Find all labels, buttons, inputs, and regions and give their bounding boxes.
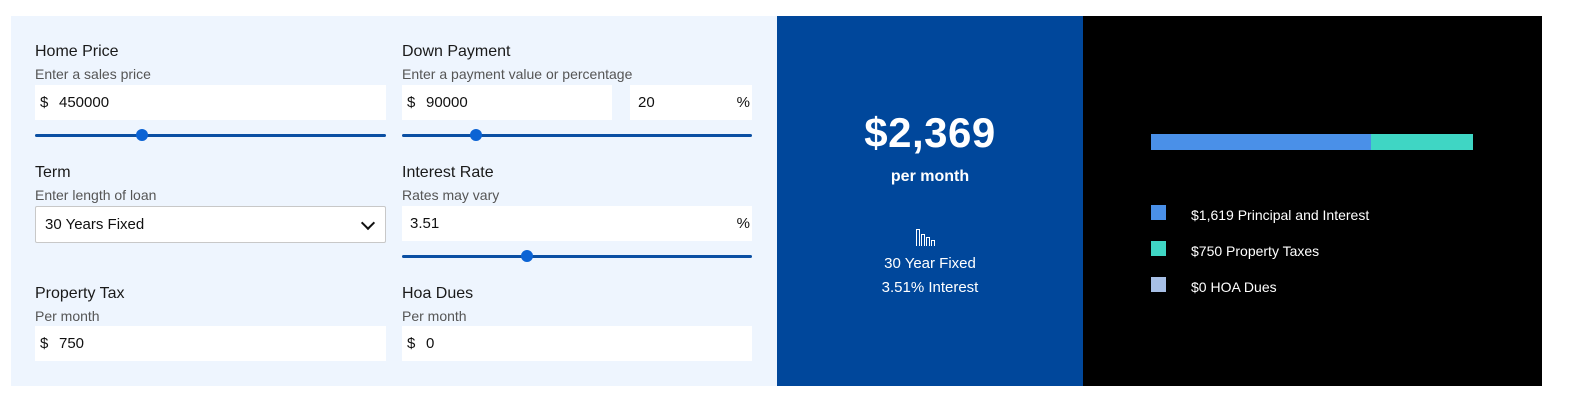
interest-rate-label: Interest Rate [402,164,494,181]
property-tax-label: Property Tax [35,285,125,302]
legend-item: $1,619 Principal and Interest [1151,197,1369,233]
monthly-payment-amount: $2,369 [864,109,996,156]
property-tax-hint: Per month [35,308,100,324]
property-tax-value: 750 [59,335,85,352]
interest-rate-slider[interactable] [402,249,752,263]
home-price-label: Home Price [35,43,119,60]
interest-rate-field: Interest Rate Rates may vary [402,164,499,203]
loan-interest: 3.51% Interest [881,279,979,296]
legend-item: $0 HOA Dues [1151,269,1369,305]
home-price-value: 450000 [59,94,110,111]
hoa-dues-input[interactable]: $ 0 [402,326,752,361]
breakdown-bar-segment [1151,134,1372,150]
slider-track [402,134,752,137]
down-payment-percent-input[interactable]: 20 % [630,85,752,120]
currency-prefix: $ [407,94,416,111]
percent-suffix: % [736,215,750,232]
home-price-slider[interactable] [35,128,386,142]
legend-swatch [1151,204,1166,220]
interest-rate-hint: Rates may vary [402,187,500,203]
term-select[interactable]: 30 Years Fixed [35,206,386,243]
currency-prefix: $ [40,94,49,111]
slider-thumb[interactable] [136,129,149,141]
breakdown-legend: $1,619 Principal and Interest $750 Proper… [1151,197,1369,305]
down-payment-label: Down Payment [402,43,511,60]
hoa-dues-hint: Per month [402,308,467,324]
property-tax-input[interactable]: $ 750 [35,326,386,361]
legend-label: $0 HOA Dues [1191,279,1277,295]
mortgage-form: Home Price Enter a sales price $ 450000 … [11,16,777,386]
bar-chart-icon [916,228,936,246]
slider-thumb[interactable] [469,129,482,141]
interest-rate-value: 3.51 [410,215,440,232]
percent-suffix: % [736,94,750,111]
down-payment-hint: Enter a payment value or percentage [402,66,633,82]
hoa-dues-field: Hoa Dues Per month [402,285,473,324]
term-field: Term Enter length of loan [35,164,156,203]
home-price-field: Home Price Enter a sales price [35,43,151,82]
down-payment-input[interactable]: $ 90000 [402,85,612,120]
down-payment-percent-value: 20 [638,94,655,111]
legend-item: $750 Property Taxes [1151,233,1369,269]
slider-thumb[interactable] [520,250,533,262]
term-label: Term [35,164,71,181]
slider-track [402,255,752,258]
legend-swatch [1151,240,1166,256]
hoa-dues-value: 0 [426,335,435,352]
payment-breakdown-bar [1151,134,1473,150]
home-price-input[interactable]: $ 450000 [35,85,386,120]
term-selected-value: 30 Years Fixed [45,216,145,233]
chevron-down-icon [360,215,376,230]
down-payment-slider[interactable] [402,128,752,142]
payment-period: per month [890,168,970,185]
payment-breakdown-panel: $1,619 Principal and Interest $750 Proper… [1083,16,1542,386]
loan-type: 30 Year Fixed [884,255,976,272]
monthly-payment-panel: $2,369 per month 30 Year Fixed 3.51% Int… [777,16,1083,386]
down-payment-value: 90000 [426,94,468,111]
legend-swatch [1151,276,1166,292]
home-price-hint: Enter a sales price [35,66,151,82]
hoa-dues-label: Hoa Dues [402,285,474,302]
breakdown-bar-segment [1371,134,1473,150]
currency-prefix: $ [40,335,49,352]
currency-prefix: $ [407,335,416,352]
property-tax-field: Property Tax Per month [35,285,125,324]
interest-rate-input[interactable]: 3.51 % [402,206,752,241]
legend-label: $1,619 Principal and Interest [1191,207,1370,223]
legend-label: $750 Property Taxes [1191,243,1320,259]
slider-track [35,134,386,137]
term-hint: Enter length of loan [35,187,157,203]
down-payment-field: Down Payment Enter a payment value or pe… [402,43,632,82]
